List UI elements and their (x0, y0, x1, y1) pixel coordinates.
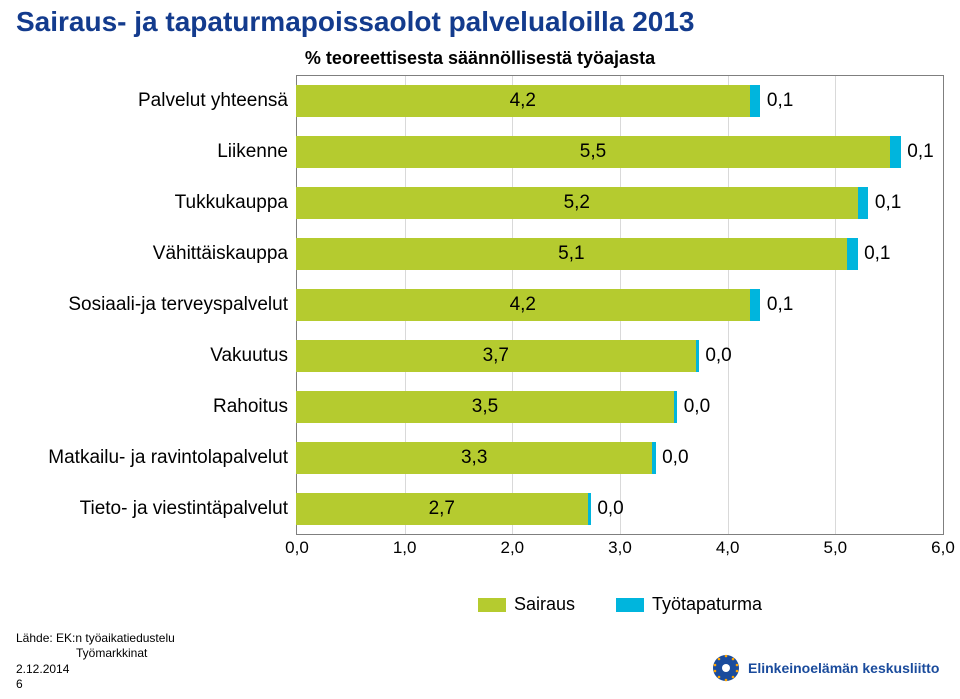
value-label: 0,1 (875, 192, 901, 214)
x-tick-label: 5,0 (824, 538, 848, 558)
dept-line: Työmarkkinat (76, 646, 175, 662)
value-label: 3,3 (461, 447, 487, 469)
value-label: 0,1 (864, 243, 890, 265)
value-label: 2,7 (429, 498, 455, 520)
legend-item-tyotapaturma: Työtapaturma (616, 594, 762, 615)
value-label: 0,0 (662, 447, 688, 469)
bar-track: 4,2 0,1 (296, 85, 944, 117)
chart-row: Liikenne 5,5 0,1 (16, 130, 944, 174)
footer: Lähde: EK:n työaikatiedustelu Työmarkkin… (16, 631, 175, 693)
bar-track: 3,5 0,0 (296, 391, 944, 423)
chart-row: Matkailu- ja ravintolapalvelut 3,3 0,0 (16, 436, 944, 480)
page-title: Sairaus- ja tapaturmapoissaolot palvelua… (0, 0, 960, 38)
bar-track: 5,5 0,1 (296, 136, 944, 168)
chart-row: Rahoitus 3,5 0,0 (16, 385, 944, 429)
legend-swatch (616, 598, 644, 612)
value-label: 3,7 (483, 345, 509, 367)
x-tick-label: 6,0 (931, 538, 955, 558)
bar-seg-tapaturma (674, 391, 677, 423)
value-label: 0,1 (907, 141, 933, 163)
x-tick-label: 1,0 (393, 538, 417, 558)
category-label: Vähittäiskauppa (16, 243, 288, 265)
chart-row: Tukkukauppa 5,2 0,1 (16, 181, 944, 225)
legend-label: Työtapaturma (652, 594, 762, 614)
bar-seg-tapaturma (652, 442, 655, 474)
bar-seg-tapaturma (890, 136, 901, 168)
x-tick-label: 0,0 (285, 538, 309, 558)
legend-swatch (478, 598, 506, 612)
bar-seg-tapaturma (847, 238, 858, 270)
category-label: Rahoitus (16, 396, 288, 418)
page-number: 6 (16, 677, 175, 693)
category-label: Sosiaali-ja terveyspalvelut (16, 294, 288, 316)
date-line: 2.12.2014 (16, 662, 175, 678)
chart-row: Vakuutus 3,7 0,0 (16, 334, 944, 378)
ek-logo: Elinkeinoelämän keskusliitto (710, 651, 940, 685)
chart-subtitle: % teoreettisesta säännöllisestä työajast… (0, 48, 960, 69)
bar-track: 4,2 0,1 (296, 289, 944, 321)
category-label: Liikenne (16, 141, 288, 163)
value-label: 0,0 (705, 345, 731, 367)
x-tick-label: 2,0 (501, 538, 525, 558)
bar-seg-tapaturma (750, 289, 761, 321)
category-label: Matkailu- ja ravintolapalvelut (16, 447, 288, 469)
value-label: 0,1 (767, 294, 793, 316)
value-label: 5,5 (580, 141, 606, 163)
chart-row: Sosiaali-ja terveyspalvelut 4,2 0,1 (16, 283, 944, 327)
bar-seg-tapaturma (696, 340, 699, 372)
bar-track: 5,2 0,1 (296, 187, 944, 219)
chart-row: Palvelut yhteensä 4,2 0,1 (16, 79, 944, 123)
legend: Sairaus Työtapaturma (296, 594, 944, 615)
bar-track: 3,7 0,0 (296, 340, 944, 372)
logo-text: Elinkeinoelämän keskusliitto (748, 660, 939, 676)
chart: 0,01,02,03,04,05,06,0 Palvelut yhteensä4… (16, 75, 944, 575)
bar-track: 5,1 0,1 (296, 238, 944, 270)
value-label: 5,2 (564, 192, 590, 214)
value-label: 4,2 (510, 90, 536, 112)
chart-row: Vähittäiskauppa 5,1 0,1 (16, 232, 944, 276)
value-label: 0,1 (767, 90, 793, 112)
x-tick-label: 4,0 (716, 538, 740, 558)
value-label: 5,1 (558, 243, 584, 265)
bar-seg-tapaturma (750, 85, 761, 117)
bar-seg-tapaturma (588, 493, 591, 525)
source-line: Lähde: EK:n työaikatiedustelu (16, 631, 175, 647)
value-label: 3,5 (472, 396, 498, 418)
category-label: Palvelut yhteensä (16, 90, 288, 112)
legend-label: Sairaus (514, 594, 575, 614)
value-label: 0,0 (684, 396, 710, 418)
x-tick-label: 3,0 (608, 538, 632, 558)
category-label: Vakuutus (16, 345, 288, 367)
bar-track: 3,3 0,0 (296, 442, 944, 474)
category-label: Tukkukauppa (16, 192, 288, 214)
chart-row: Tieto- ja viestintäpalvelut 2,7 0,0 (16, 487, 944, 531)
category-label: Tieto- ja viestintäpalvelut (16, 498, 288, 520)
bar-track: 2,7 0,0 (296, 493, 944, 525)
value-label: 0,0 (597, 498, 623, 520)
legend-item-sairaus: Sairaus (478, 594, 575, 615)
value-label: 4,2 (510, 294, 536, 316)
bar-seg-tapaturma (858, 187, 869, 219)
